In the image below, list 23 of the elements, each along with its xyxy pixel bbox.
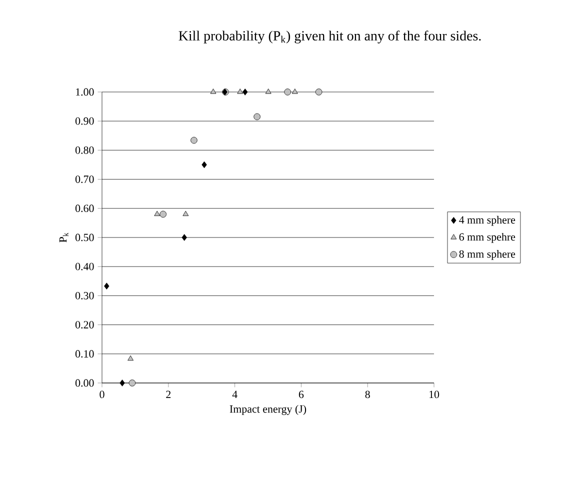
y-tick-label: 0.20 <box>75 321 94 329</box>
y-tick-label: 0.50 <box>75 234 94 242</box>
x-tick-label: 0 <box>100 390 104 398</box>
y-tick-label: 0.70 <box>75 176 94 184</box>
y-tick-label: 0.60 <box>75 204 94 212</box>
legend-label: 8 mm sphere <box>459 250 516 260</box>
y-tick-label: 1.00 <box>76 88 94 96</box>
x-tick-label: 2 <box>166 390 171 398</box>
legend-label: 6 mm spehre <box>459 232 516 243</box>
y-tick-label: 0.90 <box>75 117 94 125</box>
x-axis-title: Impact energy (J) <box>230 405 306 415</box>
y-tick-label: 0.00 <box>75 379 94 387</box>
y-tick-label: 0.40 <box>75 262 94 270</box>
y-tick-label: 0.80 <box>75 146 94 154</box>
y-tick-label: 0.30 <box>75 292 94 300</box>
x-tick-label: 6 <box>298 390 304 398</box>
chart-title: Kill probability (P$_{k}$) given hit on any of the four sides. <box>178 30 481 44</box>
legend-label: 4 mm sphere <box>459 216 516 226</box>
x-tick-label: 4 <box>232 390 238 398</box>
x-tick-label: 10 <box>429 390 440 398</box>
y-tick-label: 0.10 <box>75 350 94 358</box>
y-axis-title: P$_{k}$ <box>59 232 68 242</box>
x-tick-label: 8 <box>365 390 370 398</box>
